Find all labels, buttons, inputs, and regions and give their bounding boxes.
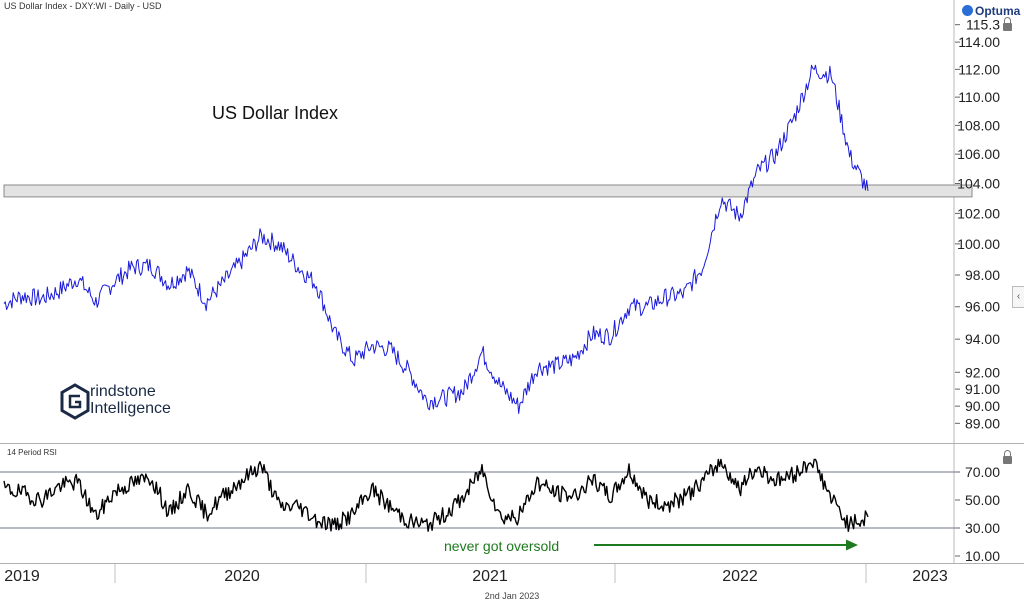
chart-title: US Dollar Index — [212, 103, 338, 123]
price-tick: 114.00 — [955, 34, 1000, 50]
price-tick-label: 92.00 — [965, 364, 1000, 380]
price-tick-label: 94.00 — [965, 331, 1000, 347]
price-tick-label: 89.00 — [965, 415, 1000, 431]
price-tick: 106.00 — [955, 146, 1000, 162]
price-tick: 100.00 — [955, 236, 1000, 252]
rsi-tick: 10.00 — [955, 548, 1000, 564]
price-tick: 89.00 — [955, 415, 1000, 431]
x-tick-label: 2023 — [912, 568, 948, 585]
arrow-right-icon-head — [846, 540, 858, 551]
price-tick-label: 106.00 — [957, 146, 1000, 162]
rsi-tick-label: 10.00 — [965, 548, 1000, 564]
x-tick-label: 2019 — [4, 568, 40, 585]
x-axis: 2019 2020 2021 2022 2023 — [4, 564, 948, 585]
rsi-line — [4, 459, 868, 531]
chart-header: US Dollar Index - DXY:WI - Daily - USD — [4, 1, 162, 11]
price-tick-label: 100.00 — [957, 236, 1000, 252]
rsi-tick-label: 70.00 — [965, 464, 1000, 480]
lock-icon[interactable] — [1003, 23, 1012, 31]
price-tick-label: 110.00 — [958, 89, 1000, 105]
price-tick-label: 112.00 — [958, 61, 1000, 77]
price-tick: 108.00 — [955, 117, 1000, 133]
price-tick-label: 96.00 — [965, 299, 1000, 315]
rsi-panel-title: 14 Period RSI — [7, 448, 57, 457]
rsi-tick-label: 50.00 — [965, 492, 1000, 508]
rsi-series — [4, 459, 868, 531]
brand-logo: Optuma — [962, 4, 1020, 18]
logo-line-2: Intelligence — [90, 400, 171, 417]
rsi-y-axis: 70.00 50.00 30.00 10.00 — [955, 464, 1000, 564]
price-tick: 115.3 — [955, 17, 1000, 33]
brand-name: Optuma — [975, 4, 1020, 18]
price-tick-label: 90.00 — [965, 398, 1000, 414]
price-tick: 104.00 — [955, 175, 1000, 191]
price-tick-label: 104.00 — [957, 175, 1000, 191]
footer-date: 2nd Jan 2023 — [0, 591, 1024, 601]
optuma-logo-icon — [962, 5, 973, 16]
rsi-tick: 70.00 — [955, 464, 1000, 480]
price-tick: 112.00 — [955, 61, 1000, 77]
price-tick: 98.00 — [955, 267, 1000, 283]
price-tick: 90.00 — [955, 398, 1000, 414]
chevron-left-icon[interactable]: ‹ — [1012, 286, 1024, 308]
x-tick-label: 2022 — [722, 568, 758, 585]
price-tick-label: 98.00 — [965, 267, 1000, 283]
logo-line-1: rindstone — [90, 383, 171, 400]
price-tick: 110.00 — [955, 89, 1000, 105]
rsi-tick-label: 30.00 — [965, 520, 1000, 536]
rsi-tick: 30.00 — [955, 520, 1000, 536]
price-tick: 91.00 — [955, 381, 1000, 397]
price-tick-label: 115.3 — [966, 17, 1000, 33]
rsi-annotation-text: never got oversold — [444, 538, 559, 554]
price-tick: 102.00 — [955, 205, 1000, 221]
price-tick-label: 91.00 — [965, 381, 1000, 397]
price-tick-label: 108.00 — [957, 117, 1000, 133]
x-tick-label: 2021 — [472, 568, 508, 585]
lock-icon[interactable] — [1003, 456, 1012, 464]
price-tick-label: 114.00 — [958, 34, 1000, 50]
rsi-tick: 50.00 — [955, 492, 1000, 508]
price-tick: 92.00 — [955, 364, 1000, 380]
grindstone-hex-icon — [60, 383, 90, 423]
price-tick: 94.00 — [955, 331, 1000, 347]
resistance-zone — [4, 185, 972, 197]
x-tick-label: 2020 — [224, 568, 260, 585]
price-tick-label: 102.00 — [957, 205, 1000, 221]
price-tick: 96.00 — [955, 299, 1000, 315]
logo-text: rindstone Intelligence — [90, 383, 171, 417]
grindstone-logo: rindstone Intelligence — [60, 383, 90, 428]
